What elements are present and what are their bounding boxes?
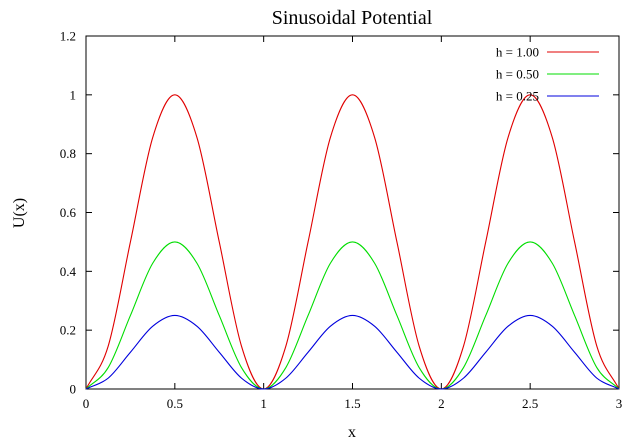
legend: h = 1.00 h = 0.50 h = 0.25	[496, 45, 599, 104]
y-axis-label: U(x)	[11, 198, 28, 228]
x-tick-label: 1	[260, 396, 267, 411]
plot-frame	[85, 35, 620, 390]
axis-ticks: 0 0.5 1 1.5 2 2.5 3 0 0.2 0.4 0.6 0.8 1 1.2	[60, 29, 623, 412]
series-line-h-050	[85, 241, 620, 390]
y-tick-label: 0.2	[60, 323, 76, 338]
y-tick-label: 1.2	[60, 29, 76, 44]
x-tick-label: 0	[83, 396, 90, 411]
series-layer	[85, 94, 620, 390]
legend-label-h-100: h = 1.00	[496, 45, 539, 60]
legend-label-h-050: h = 0.50	[496, 67, 539, 82]
y-tick-label: 0.8	[60, 146, 76, 161]
x-tick-label: 3	[616, 396, 623, 411]
chart-title: Sinusoidal Potential	[272, 7, 433, 29]
x-tick-label: 0.5	[167, 396, 183, 411]
x-tick-label: 1.5	[344, 396, 360, 411]
x-axis-label: x	[348, 424, 356, 441]
y-tick-label: 0	[70, 382, 77, 397]
x-tick-label: 2.5	[522, 396, 538, 411]
series-line-h-025	[85, 314, 620, 390]
y-tick-label: 1	[70, 87, 77, 102]
y-tick-label: 0.4	[60, 264, 77, 279]
y-tick-label: 0.6	[60, 205, 77, 220]
x-tick-label: 2	[438, 396, 445, 411]
legend-label-h-025: h = 0.25	[496, 89, 539, 104]
series-line-h-100	[85, 94, 620, 390]
